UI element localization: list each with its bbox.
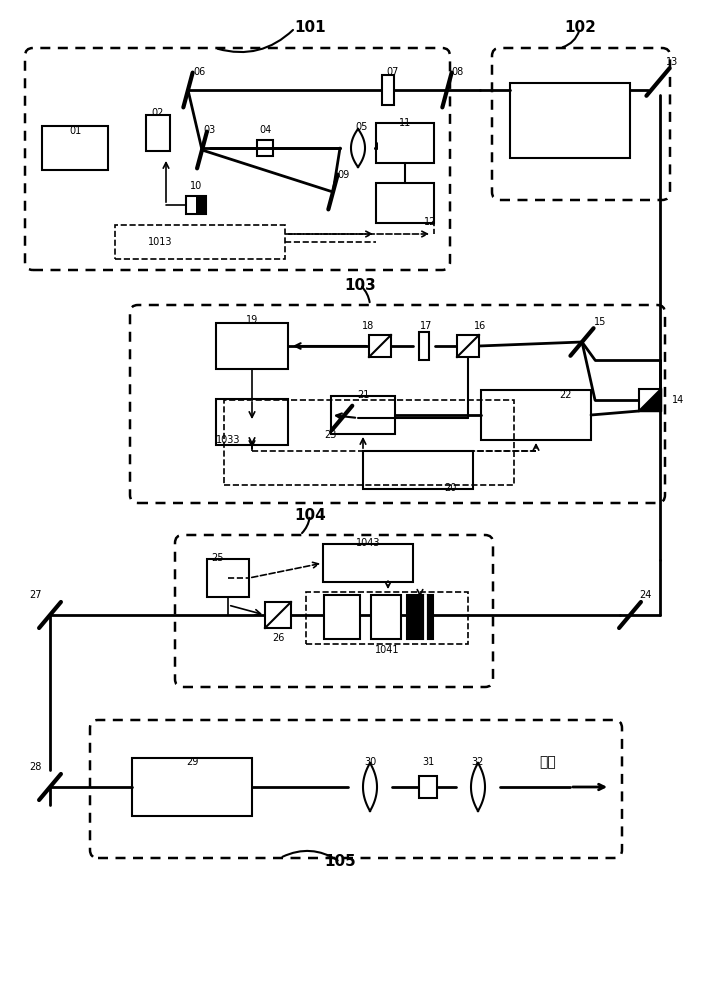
Bar [257, 140, 273, 156]
Text: 06: 06 [194, 67, 206, 77]
Text: 18: 18 [362, 321, 374, 331]
Bar [224, 400, 514, 485]
Bar [481, 390, 591, 440]
Bar [216, 323, 288, 369]
Bar [371, 595, 401, 639]
Text: 23: 23 [324, 430, 337, 440]
Bar [132, 758, 252, 816]
Text: 28: 28 [29, 762, 42, 772]
Text: 04: 04 [259, 125, 271, 135]
Bar [216, 399, 288, 445]
Text: 12: 12 [424, 217, 436, 227]
Text: 13: 13 [666, 57, 678, 67]
Text: 31: 31 [422, 757, 434, 767]
Text: 15: 15 [593, 317, 606, 327]
Bar [419, 776, 437, 798]
Bar [196, 196, 206, 214]
Text: 01: 01 [69, 126, 81, 136]
Text: 20: 20 [444, 483, 456, 493]
Bar [331, 396, 395, 434]
Text: 09: 09 [337, 170, 349, 180]
Text: 1041: 1041 [375, 645, 399, 655]
Bar [323, 544, 413, 582]
Text: 1013: 1013 [148, 237, 172, 247]
Bar [382, 75, 394, 105]
Text: 14: 14 [672, 395, 684, 405]
Text: 19: 19 [246, 315, 258, 325]
Text: 05: 05 [356, 122, 368, 132]
Bar [376, 123, 434, 163]
Bar [419, 332, 429, 360]
Bar [306, 592, 468, 644]
Text: 24: 24 [639, 590, 651, 600]
Bar [146, 115, 170, 151]
Bar [207, 559, 249, 597]
Text: 08: 08 [452, 67, 464, 77]
Text: 07: 07 [386, 67, 399, 77]
Bar [324, 595, 360, 639]
Bar [457, 335, 479, 357]
Bar [376, 183, 434, 223]
Text: 1043: 1043 [356, 538, 380, 548]
Text: 104: 104 [294, 508, 326, 522]
Polygon shape [639, 389, 661, 411]
Text: 03: 03 [204, 125, 216, 135]
Text: 输出: 输出 [540, 755, 556, 769]
Bar [639, 389, 661, 411]
Text: 29: 29 [186, 757, 199, 767]
Text: 11: 11 [399, 118, 411, 128]
Bar [115, 225, 285, 259]
Bar [186, 196, 206, 214]
Text: 17: 17 [420, 321, 432, 331]
Text: 1033: 1033 [215, 435, 240, 445]
Bar [369, 335, 391, 357]
Text: 22: 22 [559, 390, 571, 400]
Text: 101: 101 [294, 20, 326, 35]
Text: 103: 103 [344, 277, 376, 292]
Text: 21: 21 [357, 390, 369, 400]
Text: 25: 25 [212, 553, 225, 563]
Bar [407, 595, 433, 639]
Text: 32: 32 [472, 757, 484, 767]
Bar [42, 126, 108, 170]
Text: 27: 27 [29, 590, 42, 600]
Text: 02: 02 [152, 108, 164, 118]
Text: 10: 10 [190, 181, 202, 191]
Bar [265, 602, 291, 628]
Text: 102: 102 [564, 20, 596, 35]
Text: 16: 16 [474, 321, 486, 331]
Text: 26: 26 [272, 633, 284, 643]
Bar [510, 83, 630, 157]
Bar [363, 451, 473, 489]
Text: 105: 105 [324, 854, 356, 869]
Text: 30: 30 [364, 757, 376, 767]
